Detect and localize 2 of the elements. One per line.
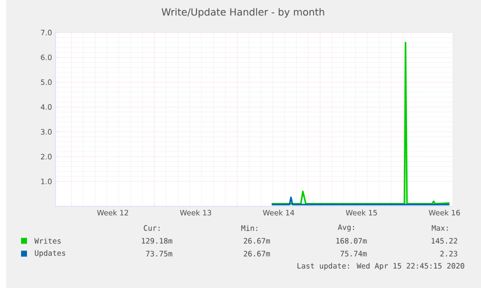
chart-title: Write/Update Handler - by month (162, 8, 324, 18)
line-series (270, 42, 450, 204)
